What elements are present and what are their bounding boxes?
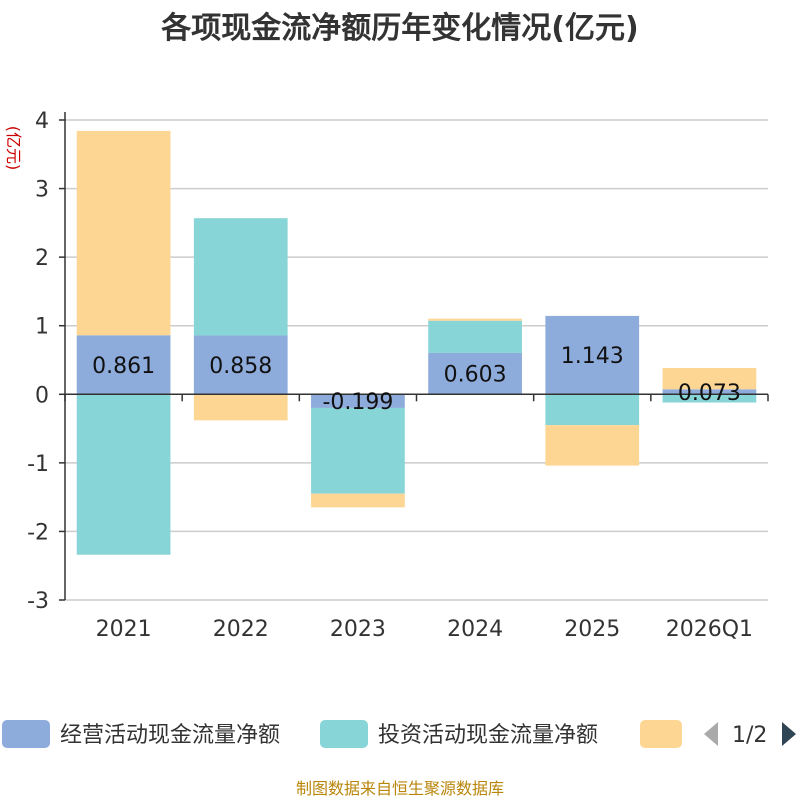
bar-2024-series-2[interactable] — [428, 318, 522, 321]
bar-2022-series-2[interactable] — [193, 394, 288, 421]
legend-next-page-icon[interactable] — [782, 722, 796, 746]
bar-2022-series-1[interactable] — [193, 218, 288, 336]
bar-2021-series-0[interactable] — [76, 335, 171, 395]
x-tick-label: 2021 — [96, 617, 152, 642]
bar-2024-series-0[interactable] — [428, 352, 522, 395]
source-note: 制图数据来自恒生聚源数据库 — [296, 779, 504, 798]
legend-prev-page-icon[interactable] — [704, 722, 718, 746]
x-tick-label: 2022 — [213, 617, 269, 642]
bar-2021-series-2[interactable] — [76, 130, 171, 336]
bar-2023-series-0[interactable] — [311, 394, 405, 408]
bar-2023-series-1[interactable] — [311, 407, 405, 494]
y-tick-label: 1 — [35, 315, 49, 340]
legend-item-financing[interactable] — [640, 720, 682, 748]
chart-title: 各项现金流净额历年变化情况(亿元) — [160, 11, 638, 46]
data-label-2022: 0.858 — [209, 354, 272, 379]
y-tick-label: -2 — [27, 520, 49, 545]
x-tick-label: 2024 — [447, 617, 503, 642]
y-axis-unit: (亿元) — [4, 126, 23, 171]
bar-2026Q1-series-2[interactable] — [662, 368, 757, 390]
bar-2025-series-0[interactable] — [545, 315, 640, 395]
data-label-2023: -0.199 — [322, 390, 393, 415]
data-label-2021: 0.861 — [92, 354, 155, 379]
bar-2022-series-0[interactable] — [193, 335, 288, 395]
data-label-2025: 1.143 — [561, 344, 624, 369]
legend-swatch-investing — [320, 720, 368, 748]
data-label-2026Q1: 0.073 — [678, 381, 741, 406]
legend-item-operating[interactable]: 经营活动现金流量净额 — [2, 720, 280, 748]
y-tick-label: 0 — [35, 383, 49, 408]
legend-label-investing: 投资活动现金流量净额 — [378, 723, 598, 748]
bar-2023-series-2[interactable] — [311, 493, 405, 508]
bars — [76, 130, 757, 555]
bar-2024-series-1[interactable] — [428, 320, 522, 353]
y-tick-label: 2 — [35, 246, 49, 271]
x-tick-label: 2023 — [330, 617, 386, 642]
y-tick-label: 4 — [35, 109, 49, 134]
x-tick-label: 2026Q1 — [666, 617, 753, 642]
y-tick-label: 3 — [35, 178, 49, 203]
legend-swatch-financing — [640, 720, 682, 748]
legend-page-indicator: 1/2 — [732, 723, 767, 748]
bar-2026Q1-series-1[interactable] — [662, 394, 757, 403]
legend: 经营活动现金流量净额 投资活动现金流量净额 1/2 — [2, 720, 796, 748]
legend-label-operating: 经营活动现金流量净额 — [60, 723, 280, 748]
bar-2025-series-1[interactable] — [545, 394, 640, 426]
x-tick-label: 2025 — [564, 617, 620, 642]
bar-2026Q1-series-0[interactable] — [662, 389, 757, 395]
data-labels: 0.861 0.858 -0.199 0.603 1.143 0.073 — [92, 344, 741, 415]
y-tick-label: -3 — [27, 589, 49, 614]
legend-swatch-operating — [2, 720, 50, 748]
bar-2025-series-2[interactable] — [545, 425, 640, 466]
axes: 4 3 2 1 0 -1 -2 -3 2021 2022 2023 2024 2025 2026Q1 — [27, 109, 769, 642]
y-tick-label: -1 — [27, 452, 49, 477]
legend-item-investing[interactable]: 投资活动现金流量净额 — [320, 720, 598, 748]
bar-2021-series-1[interactable] — [76, 394, 171, 555]
gridlines — [65, 119, 768, 601]
data-label-2024: 0.603 — [444, 363, 507, 388]
